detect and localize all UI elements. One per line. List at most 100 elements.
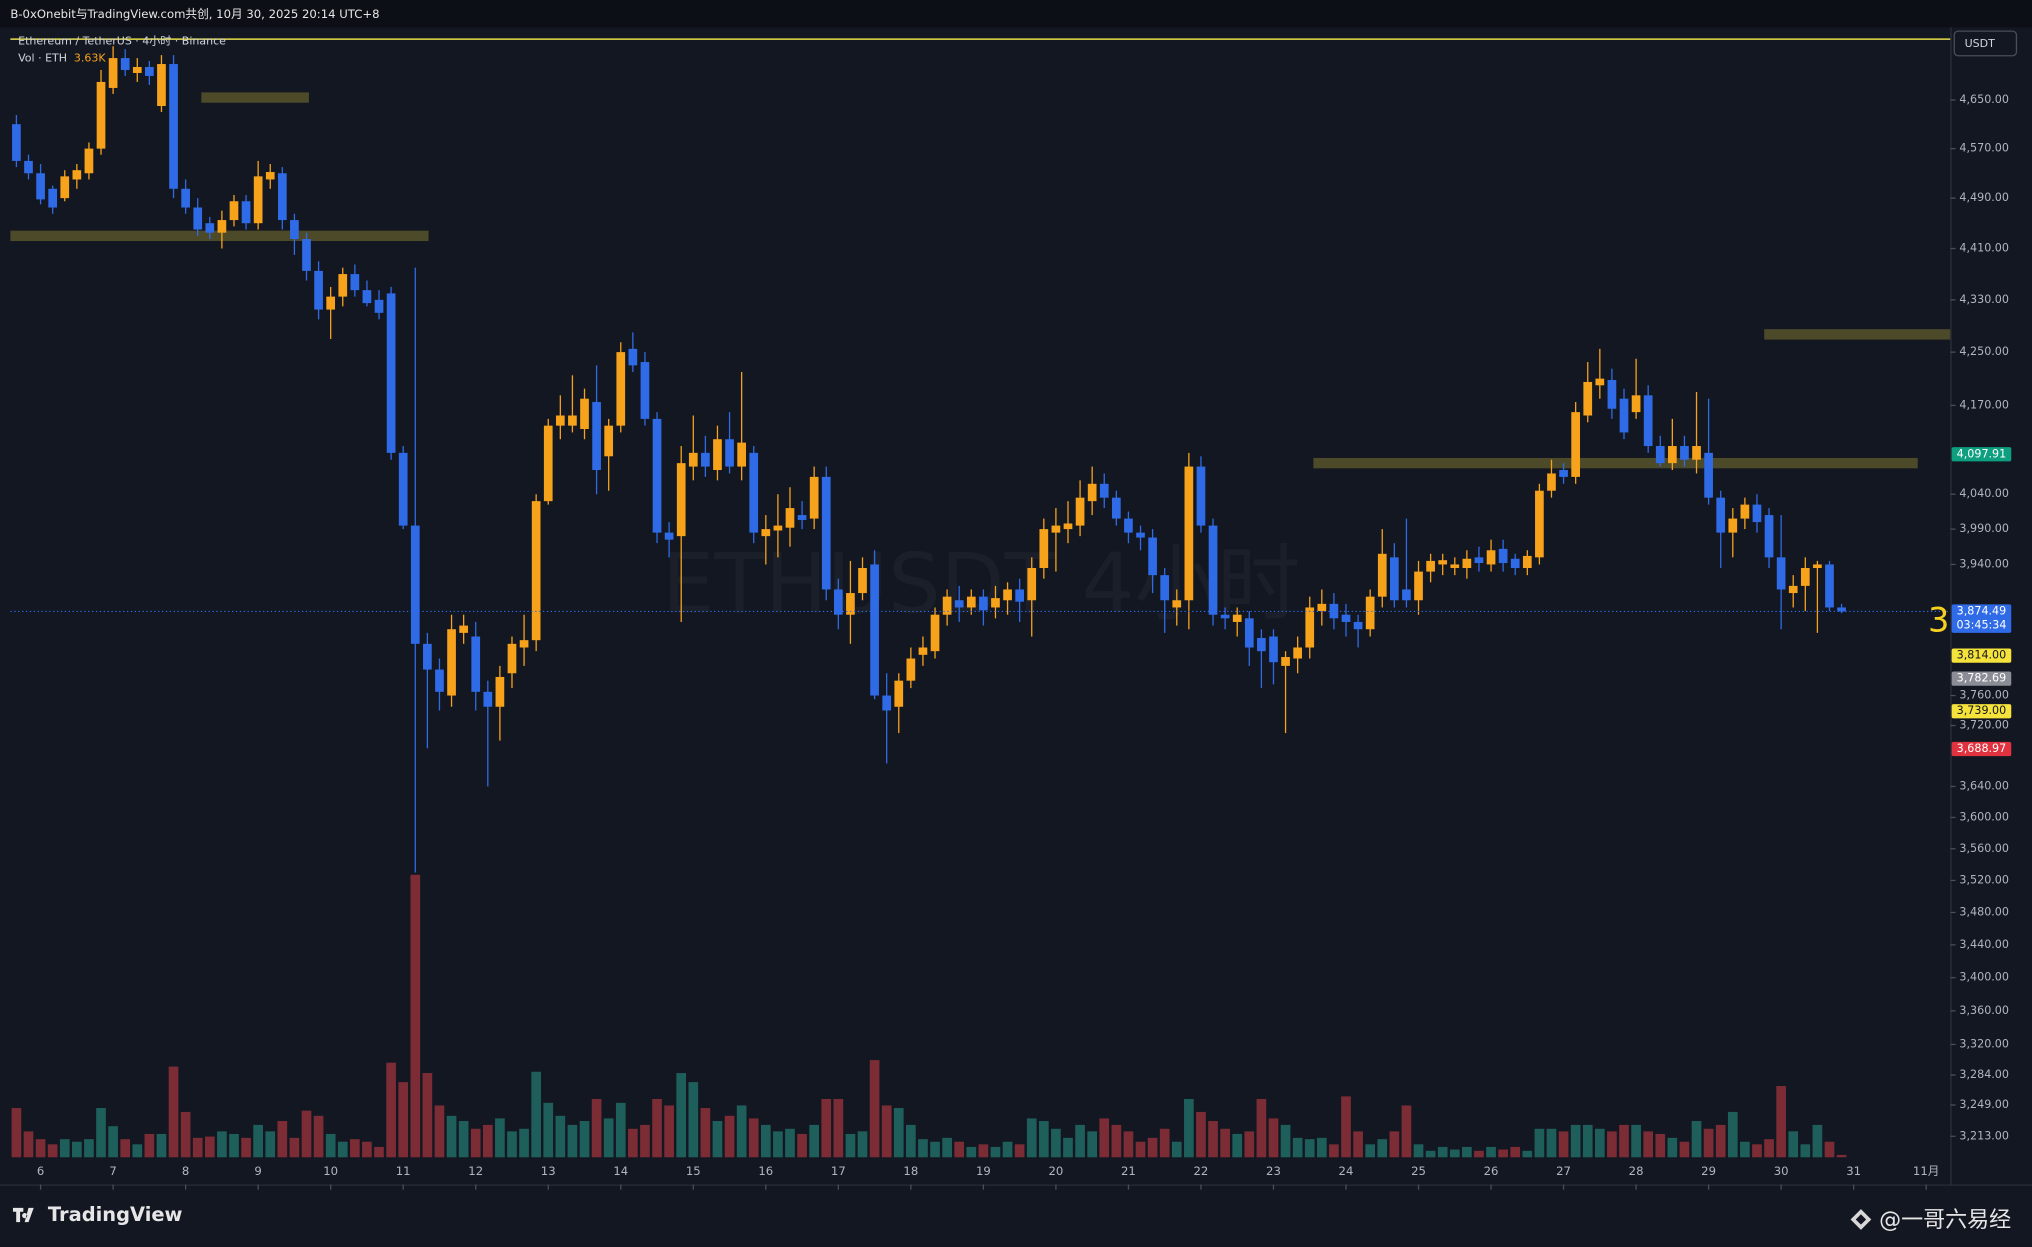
currency-box[interactable] — [1953, 30, 2018, 57]
volume-bar — [1510, 1146, 1521, 1158]
candle-body — [1752, 504, 1762, 523]
candle-body — [108, 58, 118, 88]
price-label: 3,739.00 — [1957, 704, 2007, 717]
volume-bar — [289, 1137, 300, 1158]
candle-body — [568, 415, 577, 426]
candle-body — [749, 452, 759, 533]
candle-body — [84, 148, 94, 174]
volume-bar — [495, 1118, 505, 1158]
volume-bar — [567, 1124, 578, 1158]
volume-bar — [688, 1082, 699, 1158]
candle-body — [1136, 532, 1145, 538]
volume-bar — [1643, 1131, 1654, 1158]
volume-bar — [676, 1073, 687, 1158]
candle-body — [604, 425, 614, 457]
candle-body — [495, 676, 505, 707]
y-tick-label: 3,760.00 — [1959, 689, 2009, 702]
volume-bar — [192, 1137, 203, 1158]
candle-body — [1184, 466, 1194, 601]
volume-bar — [422, 1073, 433, 1158]
x-tick-label: 19 — [976, 1164, 991, 1178]
candle-body — [193, 207, 203, 230]
volume-bar — [833, 1098, 844, 1158]
x-tick-label: 26 — [1484, 1164, 1499, 1178]
volume-bar — [1244, 1131, 1255, 1158]
candle-body — [229, 201, 239, 221]
x-tick-label: 11月 — [1913, 1164, 1940, 1178]
volume-bar — [398, 1082, 409, 1158]
candle-body — [48, 188, 58, 208]
candle-body — [1438, 560, 1448, 565]
y-tick-label: 3,400.00 — [1959, 971, 2009, 984]
candle-body — [1716, 497, 1726, 533]
candle-body — [265, 172, 275, 180]
volume-bar — [241, 1137, 251, 1158]
candle-body — [1341, 614, 1351, 622]
candle-body — [1728, 518, 1738, 533]
price-label-box — [1951, 704, 2012, 719]
x-tick-label: 8 — [182, 1164, 189, 1178]
candle-body — [1547, 473, 1556, 491]
candle-body — [181, 188, 190, 208]
volume-bar — [519, 1128, 529, 1158]
volume-bar — [1655, 1133, 1666, 1158]
volume-bar — [1413, 1144, 1424, 1158]
candle-body — [942, 596, 952, 615]
candle-body — [435, 669, 444, 692]
candle-body — [1450, 564, 1460, 569]
candle-body — [1607, 379, 1617, 409]
volume-bar — [446, 1115, 457, 1158]
volume-bar — [1002, 1141, 1013, 1158]
y-tick-label: 3,249.00 — [1959, 1098, 2009, 1111]
volume-bar — [1268, 1118, 1279, 1158]
candle-body — [507, 643, 517, 674]
volume-bar — [1607, 1131, 1617, 1158]
candle-body — [991, 598, 1000, 608]
volume-bar — [47, 1144, 58, 1158]
volume-bar — [1715, 1124, 1726, 1158]
volume-bar — [1316, 1137, 1327, 1158]
candle-body — [1377, 553, 1387, 597]
y-tick-label: 3,990.00 — [1959, 522, 2009, 535]
candle-body — [1474, 557, 1484, 564]
volume-bar — [1727, 1111, 1738, 1158]
volume-bar — [458, 1121, 469, 1158]
candle-body — [1402, 589, 1411, 601]
x-tick-label: 6 — [37, 1164, 44, 1178]
candle-body — [882, 695, 892, 711]
volume-bar — [1486, 1146, 1496, 1158]
candle-body — [1269, 636, 1278, 663]
candle-body — [410, 525, 420, 644]
candle-body — [423, 643, 432, 670]
candle-body — [1643, 395, 1653, 447]
candle-body — [676, 463, 686, 537]
candle-body — [1510, 558, 1520, 569]
volume-bar — [120, 1139, 131, 1158]
candle-body — [1800, 568, 1810, 586]
volume-legend-value: 3.63K — [74, 51, 106, 64]
volume-bar — [410, 874, 421, 1158]
volume-bar — [1256, 1098, 1267, 1158]
volume-bar — [156, 1133, 167, 1158]
candle-body — [616, 352, 626, 426]
y-tick-label: 4,570.00 — [1959, 142, 2009, 155]
x-tick-label: 11 — [396, 1164, 411, 1178]
volume-bar — [531, 1071, 541, 1158]
y-tick-label: 4,650.00 — [1959, 93, 2009, 106]
volume-bar — [736, 1105, 747, 1158]
y-tick-label: 3,940.00 — [1959, 557, 2009, 570]
candle-body — [918, 647, 928, 655]
brand: TradingView — [48, 1203, 183, 1226]
volume-bar — [132, 1144, 143, 1158]
volume-bar — [1691, 1121, 1702, 1158]
volume-bar — [180, 1111, 191, 1158]
volume-bar — [543, 1102, 554, 1158]
candle-body — [1668, 446, 1677, 464]
volume-bar — [482, 1124, 493, 1158]
volume-bar — [942, 1137, 952, 1158]
volume-bar — [1667, 1137, 1678, 1158]
volume-bar — [821, 1098, 832, 1158]
volume-bar — [229, 1133, 239, 1158]
